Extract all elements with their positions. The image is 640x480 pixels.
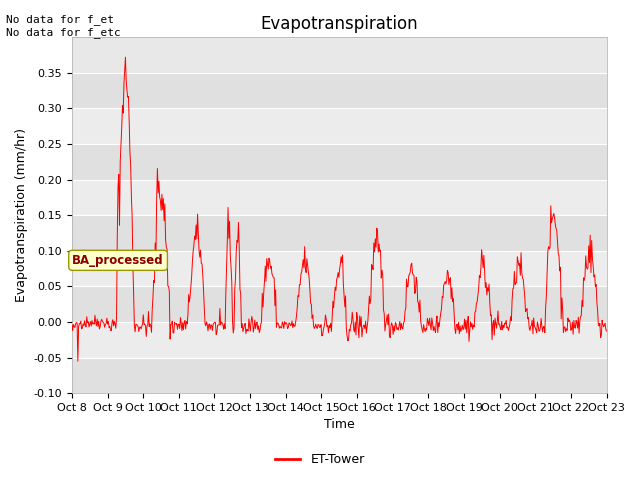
Bar <box>72 358 607 393</box>
Bar <box>72 251 607 287</box>
Text: No data for f_et
No data for f_etc: No data for f_et No data for f_etc <box>6 14 121 38</box>
Bar <box>72 108 607 144</box>
Bar <box>72 287 607 322</box>
Text: BA_processed: BA_processed <box>72 254 164 267</box>
Bar <box>72 180 607 215</box>
Legend: ET-Tower: ET-Tower <box>270 448 370 471</box>
Bar <box>72 215 607 251</box>
Title: Evapotranspiration: Evapotranspiration <box>260 15 418 33</box>
Bar <box>72 144 607 180</box>
Bar <box>72 322 607 358</box>
X-axis label: Time: Time <box>324 419 355 432</box>
Bar <box>72 73 607 108</box>
Y-axis label: Evapotranspiration (mm/hr): Evapotranspiration (mm/hr) <box>15 128 28 302</box>
